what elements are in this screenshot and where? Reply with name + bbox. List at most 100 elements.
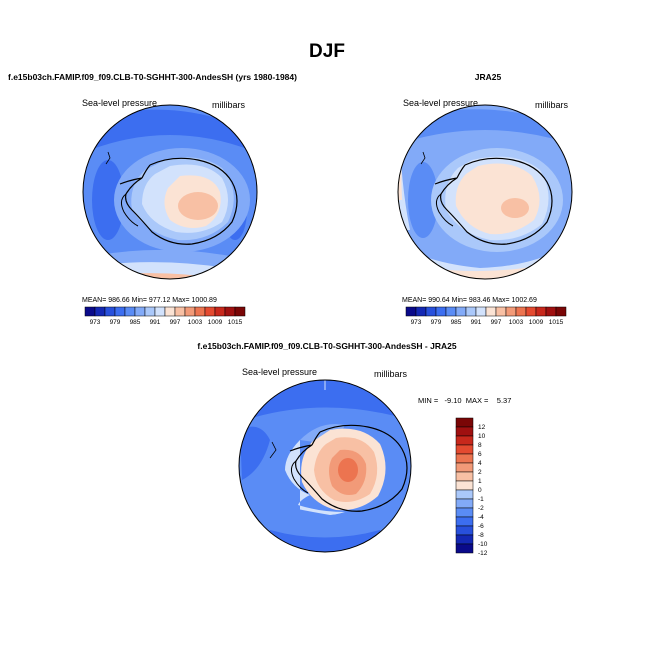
field-label: Sea-level pressure — [403, 98, 478, 108]
colorbar-label: 991 — [150, 319, 161, 326]
colorbar-box — [485, 306, 497, 317]
colorbar-label: 1 — [478, 478, 482, 485]
colorbar: 973 979 985 991 997 1003 1009 1015 — [405, 306, 567, 326]
colorbar-box — [455, 525, 474, 536]
colorbar-box — [415, 306, 427, 317]
colorbar-label: -12 — [478, 550, 488, 557]
figure-title: DJF — [309, 41, 345, 62]
colorbar-label: 4 — [478, 460, 482, 467]
colorbar-box — [144, 306, 156, 317]
colorbar-box — [455, 534, 474, 545]
colorbar-box — [94, 306, 106, 317]
colorbar-label: 997 — [491, 319, 502, 326]
colorbar-label: 985 — [130, 319, 141, 326]
colorbar-label: 8 — [478, 442, 482, 449]
colorbar-label: 1009 — [208, 319, 223, 326]
colorbar-label: 997 — [170, 319, 181, 326]
colorbar-box — [455, 498, 474, 509]
colorbar-box — [234, 306, 246, 317]
colorbar-box — [555, 306, 567, 317]
colorbar-box — [214, 306, 226, 317]
polar-map — [398, 105, 572, 279]
colorbar-label: 991 — [471, 319, 482, 326]
panel-title: f.e15b03ch.FAMIP.f09_f09.CLB-T0-SGHHT-30… — [197, 341, 456, 351]
panel-difference: f.e15b03ch.FAMIP.f09_f09.CLB-T0-SGHHT-30… — [197, 341, 511, 557]
colorbar-box — [475, 306, 487, 317]
polar-map — [239, 380, 411, 552]
polar-map — [83, 105, 257, 279]
colorbar-box — [405, 306, 417, 317]
colorbar-box — [495, 306, 507, 317]
colorbar-box — [435, 306, 447, 317]
colorbar-label: 10 — [478, 433, 486, 440]
units-label: millibars — [212, 100, 246, 110]
colorbar-box — [525, 306, 537, 317]
field-label: Sea-level pressure — [242, 367, 317, 377]
colorbar-label: 973 — [411, 319, 422, 326]
colorbar-box — [545, 306, 557, 317]
colorbar-box — [455, 453, 474, 464]
colorbar-box — [164, 306, 176, 317]
colorbar-label: 979 — [110, 319, 121, 326]
colorbar-box — [224, 306, 236, 317]
colorbar-box — [455, 480, 474, 491]
colorbar-box — [465, 306, 477, 317]
colorbar-label: 1003 — [509, 319, 524, 326]
colorbar-label: 12 — [478, 424, 486, 431]
colorbar-label: -6 — [478, 523, 484, 530]
colorbar-label: -8 — [478, 532, 484, 539]
colorbar-box — [515, 306, 527, 317]
colorbar-label: 973 — [90, 319, 101, 326]
colorbar-box — [84, 306, 96, 317]
panel-title: JRA25 — [475, 72, 502, 82]
panel-model: f.e15b03ch.FAMIP.f09_f09.CLB-T0-SGHHT-30… — [8, 72, 297, 326]
panel-reanalysis: JRA25 Sea-level pressure millibars MEAN=… — [397, 72, 573, 326]
colorbar-box — [445, 306, 457, 317]
colorbar-box — [194, 306, 206, 317]
panel-title: f.e15b03ch.FAMIP.f09_f09.CLB-T0-SGHHT-30… — [8, 72, 297, 82]
colorbar-box — [455, 507, 474, 518]
colorbar-label: 1015 — [228, 319, 243, 326]
colorbar-label: 6 — [478, 451, 482, 458]
colorbar-box — [184, 306, 196, 317]
colorbar-box — [455, 516, 474, 527]
colorbar-box — [455, 489, 474, 500]
colorbar-box — [204, 306, 216, 317]
colorbar-label: -4 — [478, 514, 484, 521]
colorbar-box — [505, 306, 517, 317]
colorbar-label: 1003 — [188, 319, 203, 326]
colorbar-box — [455, 543, 474, 554]
colorbar-box — [154, 306, 166, 317]
colorbar-box — [174, 306, 186, 317]
units-label: millibars — [535, 100, 569, 110]
min-max-label: MIN = -9.10 MAX = 5.37 — [418, 396, 511, 405]
field-label: Sea-level pressure — [82, 98, 157, 108]
stats-label: MEAN= 990.64 Min= 983.46 Max= 1002.69 — [402, 297, 537, 304]
colorbar-box — [425, 306, 437, 317]
colorbar-box — [455, 435, 474, 446]
colorbar-box — [455, 471, 474, 482]
colorbar-box — [134, 306, 146, 317]
colorbar-label: 979 — [431, 319, 442, 326]
colorbar-box — [455, 426, 474, 437]
colorbar-label: 985 — [451, 319, 462, 326]
colorbar-box — [455, 417, 474, 428]
colorbar-label: 0 — [478, 487, 482, 494]
colorbar-label: 1009 — [529, 319, 544, 326]
colorbar-box — [104, 306, 116, 317]
colorbar-label: -1 — [478, 496, 484, 503]
colorbar-box — [455, 462, 474, 473]
colorbar-label: 1015 — [549, 319, 564, 326]
colorbar-box — [455, 444, 474, 455]
colorbar-label: -2 — [478, 505, 484, 512]
stats-label: MEAN= 986.66 Min= 977.12 Max= 1000.89 — [82, 297, 217, 304]
units-label: millibars — [374, 369, 408, 379]
colorbar-box — [124, 306, 136, 317]
colorbar-box — [535, 306, 547, 317]
colorbar-box — [114, 306, 126, 317]
colorbar: 973 979 985 991 997 1003 1009 1015 — [84, 306, 246, 326]
colorbar-label: -10 — [478, 541, 488, 548]
colorbar-box — [455, 306, 467, 317]
